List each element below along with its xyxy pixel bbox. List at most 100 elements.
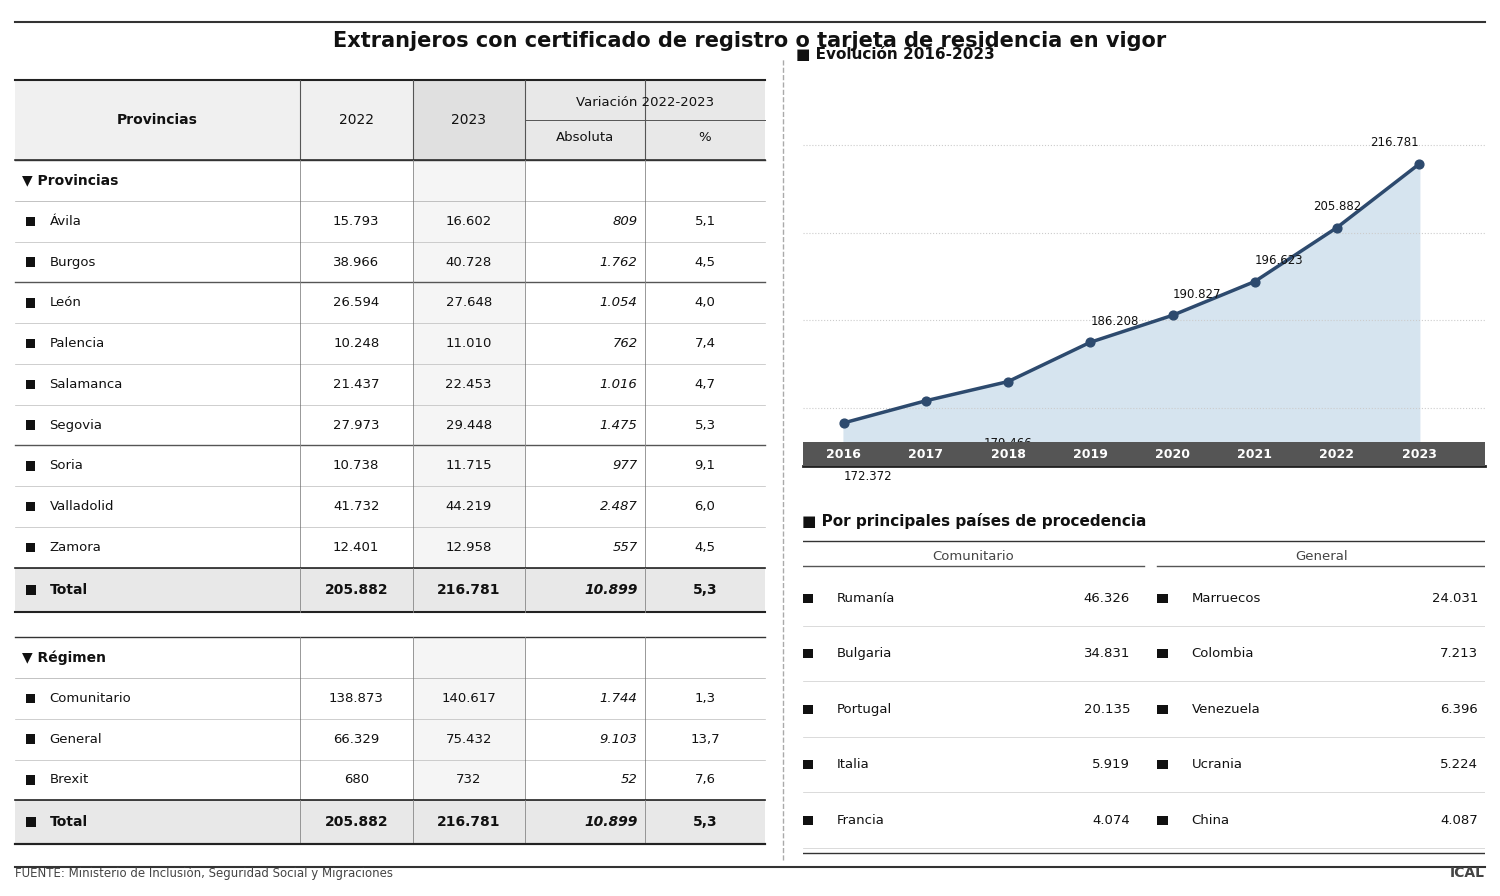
Text: 216.781: 216.781 — [1371, 136, 1419, 150]
Text: 557: 557 — [612, 541, 638, 554]
Bar — [413, 445, 525, 487]
Bar — [26, 257, 36, 267]
Text: 1,3: 1,3 — [694, 692, 715, 705]
Text: 5,1: 5,1 — [694, 215, 715, 228]
Text: 34.831: 34.831 — [1083, 648, 1130, 660]
Bar — [413, 760, 525, 800]
Bar — [413, 160, 525, 201]
Text: General: General — [50, 733, 102, 745]
Text: 11.010: 11.010 — [446, 337, 492, 350]
Text: 10.248: 10.248 — [333, 337, 380, 350]
Bar — [802, 442, 1485, 466]
Text: 2022: 2022 — [339, 113, 374, 127]
Text: ■ Evolución 2016-2023: ■ Evolución 2016-2023 — [795, 47, 994, 62]
Text: Palencia: Palencia — [50, 337, 105, 350]
Text: 41.732: 41.732 — [333, 500, 380, 513]
Text: 977: 977 — [612, 460, 638, 472]
Text: FUENTE: Ministerio de Inclusión, Seguridad Social y Migraciones: FUENTE: Ministerio de Inclusión, Segurid… — [15, 866, 393, 880]
Bar — [413, 637, 525, 678]
Text: Venezuela: Venezuela — [1191, 702, 1260, 716]
Bar — [26, 380, 36, 389]
Text: 12.958: 12.958 — [446, 541, 492, 554]
Bar — [26, 217, 36, 226]
Text: China: China — [1191, 814, 1230, 827]
Text: 7,6: 7,6 — [694, 773, 715, 787]
Text: Rumanía: Rumanía — [837, 592, 896, 605]
Point — [831, 416, 855, 430]
Bar — [413, 282, 525, 323]
Text: Ucrania: Ucrania — [1191, 758, 1242, 771]
Text: 22.453: 22.453 — [446, 378, 492, 391]
Bar — [1158, 815, 1167, 824]
Text: 15.793: 15.793 — [333, 215, 380, 228]
Bar — [26, 775, 36, 785]
Point — [1161, 308, 1185, 323]
Text: 4,5: 4,5 — [694, 255, 715, 269]
Text: 13,7: 13,7 — [690, 733, 720, 745]
Text: 762: 762 — [612, 337, 638, 350]
Bar — [26, 817, 36, 827]
Text: ▼ Provincias: ▼ Provincias — [22, 174, 118, 187]
Text: 16.602: 16.602 — [446, 215, 492, 228]
Text: 809: 809 — [612, 215, 638, 228]
Bar — [15, 80, 765, 160]
Text: Zamora: Zamora — [50, 541, 102, 554]
Bar — [26, 502, 36, 512]
Text: 186.208: 186.208 — [1090, 314, 1138, 328]
Text: 732: 732 — [456, 773, 482, 787]
Text: 1.054: 1.054 — [600, 297, 638, 309]
Text: 5.919: 5.919 — [1092, 758, 1130, 771]
Text: 2020: 2020 — [1155, 448, 1190, 461]
Text: 5,3: 5,3 — [693, 815, 717, 830]
Text: 6,0: 6,0 — [694, 500, 715, 513]
Text: Comunitario: Comunitario — [932, 549, 1014, 563]
Text: Bulgaria: Bulgaria — [837, 648, 892, 660]
Text: 7,4: 7,4 — [694, 337, 715, 350]
Text: Salamanca: Salamanca — [50, 378, 123, 391]
Text: 1.475: 1.475 — [600, 418, 638, 432]
Text: 2021: 2021 — [1238, 448, 1272, 461]
Text: 44.219: 44.219 — [446, 500, 492, 513]
Bar — [413, 800, 525, 844]
Bar — [802, 815, 813, 824]
Text: 27.973: 27.973 — [333, 418, 380, 432]
Text: Italia: Italia — [837, 758, 870, 771]
Bar — [802, 650, 813, 659]
Text: 66.329: 66.329 — [333, 733, 380, 745]
Text: 20.135: 20.135 — [1083, 702, 1130, 716]
Bar — [413, 364, 525, 405]
Bar — [413, 568, 525, 612]
Text: 38.966: 38.966 — [333, 255, 380, 269]
Text: ICAL: ICAL — [1450, 866, 1485, 880]
Text: 10.738: 10.738 — [333, 460, 380, 472]
Point — [1407, 157, 1431, 171]
Text: 11.715: 11.715 — [446, 460, 492, 472]
Text: Colombia: Colombia — [1191, 648, 1254, 660]
Text: 75.432: 75.432 — [446, 733, 492, 745]
Text: 4,5: 4,5 — [694, 541, 715, 554]
Text: 1.744: 1.744 — [600, 692, 638, 705]
Text: 4,0: 4,0 — [694, 297, 715, 309]
Bar — [15, 800, 765, 844]
Text: 172.372: 172.372 — [843, 470, 892, 483]
Text: Extranjeros con certificado de registro o tarjeta de residencia en vigor: Extranjeros con certificado de registro … — [333, 31, 1167, 51]
Text: 52: 52 — [621, 773, 638, 787]
Text: Total: Total — [50, 582, 87, 597]
Text: ▼ Régimen: ▼ Régimen — [22, 650, 106, 665]
Text: 24.031: 24.031 — [1432, 592, 1478, 605]
Text: 5,3: 5,3 — [693, 582, 717, 597]
Bar — [15, 568, 765, 612]
Bar — [413, 405, 525, 445]
Bar — [1158, 761, 1167, 770]
Bar — [413, 487, 525, 527]
Text: 40.728: 40.728 — [446, 255, 492, 269]
Text: 1.016: 1.016 — [600, 378, 638, 391]
Bar — [413, 242, 525, 282]
Text: 179.466: 179.466 — [984, 437, 1032, 450]
Bar — [802, 761, 813, 770]
Text: 27.648: 27.648 — [446, 297, 492, 309]
Text: 216.781: 216.781 — [436, 582, 501, 597]
Bar — [26, 461, 36, 470]
Text: 2017: 2017 — [909, 448, 944, 461]
Text: 7.213: 7.213 — [1440, 648, 1478, 660]
